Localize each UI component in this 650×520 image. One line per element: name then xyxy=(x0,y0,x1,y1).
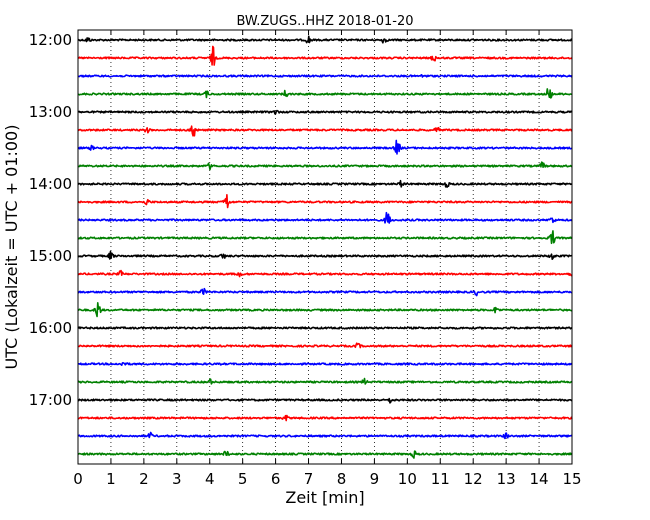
trace-1630 xyxy=(77,362,573,366)
axis-ticks: 0 1 2 3 4 5 6 7 8 9 10 11 12 13 14 1512:0013:0014:0015:… xyxy=(29,30,582,488)
trace-1445 xyxy=(77,230,573,245)
x-tick-label: 6 xyxy=(271,470,281,488)
x-tick-label: 14 xyxy=(530,470,549,488)
trace-1400 xyxy=(77,179,573,188)
x-tick-label: 2 xyxy=(139,470,149,488)
trace-1530 xyxy=(77,287,573,297)
x-tick-label: 0 xyxy=(73,470,83,488)
trace-1515 xyxy=(77,269,573,278)
trace-1500 xyxy=(77,250,573,261)
trace-1330 xyxy=(77,139,573,155)
x-tick-label: 5 xyxy=(238,470,248,488)
x-tick-label: 7 xyxy=(304,470,314,488)
x-tick-label: 11 xyxy=(431,470,450,488)
x-tick-label: 15 xyxy=(562,470,581,488)
x-tick-label: 13 xyxy=(497,470,516,488)
trace-1415 xyxy=(77,194,573,209)
trace-1615 xyxy=(77,342,573,349)
trace-1245 xyxy=(77,88,573,99)
x-tick-label: 10 xyxy=(398,470,417,488)
x-tick-label: 9 xyxy=(370,470,380,488)
trace-1700 xyxy=(77,397,573,404)
y-tick-label: 17:00 xyxy=(29,391,72,409)
trace-1745 xyxy=(77,450,573,459)
plot-frame xyxy=(77,29,573,465)
x-tick-label: 8 xyxy=(337,470,347,488)
trace-1215 xyxy=(77,45,573,66)
seismic-traces xyxy=(77,35,573,459)
grid-lines xyxy=(110,30,540,464)
trace-1730 xyxy=(77,431,573,440)
x-tick-label: 12 xyxy=(464,470,483,488)
trace-1345 xyxy=(77,161,573,171)
trace-1300 xyxy=(77,109,573,115)
trace-1545 xyxy=(77,301,573,318)
trace-1200 xyxy=(77,35,573,44)
trace-1600 xyxy=(77,326,573,330)
x-tick-label: 3 xyxy=(172,470,182,488)
trace-1645 xyxy=(77,377,573,385)
chart-title: BW.ZUGS..HHZ 2018-01-20 xyxy=(236,14,413,29)
trace-1315 xyxy=(77,125,573,137)
y-tick-label: 14:00 xyxy=(29,175,72,193)
y-tick-label: 13:00 xyxy=(29,103,72,121)
trace-1715 xyxy=(77,414,573,422)
x-tick-label: 4 xyxy=(205,470,215,488)
y-tick-label: 16:00 xyxy=(29,319,72,337)
x-tick-label: 1 xyxy=(106,470,116,488)
trace-1230 xyxy=(77,74,573,78)
y-axis-label: UTC (Lokalzeit = UTC + 01:00) xyxy=(2,125,21,370)
y-tick-label: 15:00 xyxy=(29,247,72,265)
trace-1430 xyxy=(77,211,573,224)
x-axis-label: Zeit [min] xyxy=(285,488,364,507)
y-tick-label: 12:00 xyxy=(29,31,72,49)
